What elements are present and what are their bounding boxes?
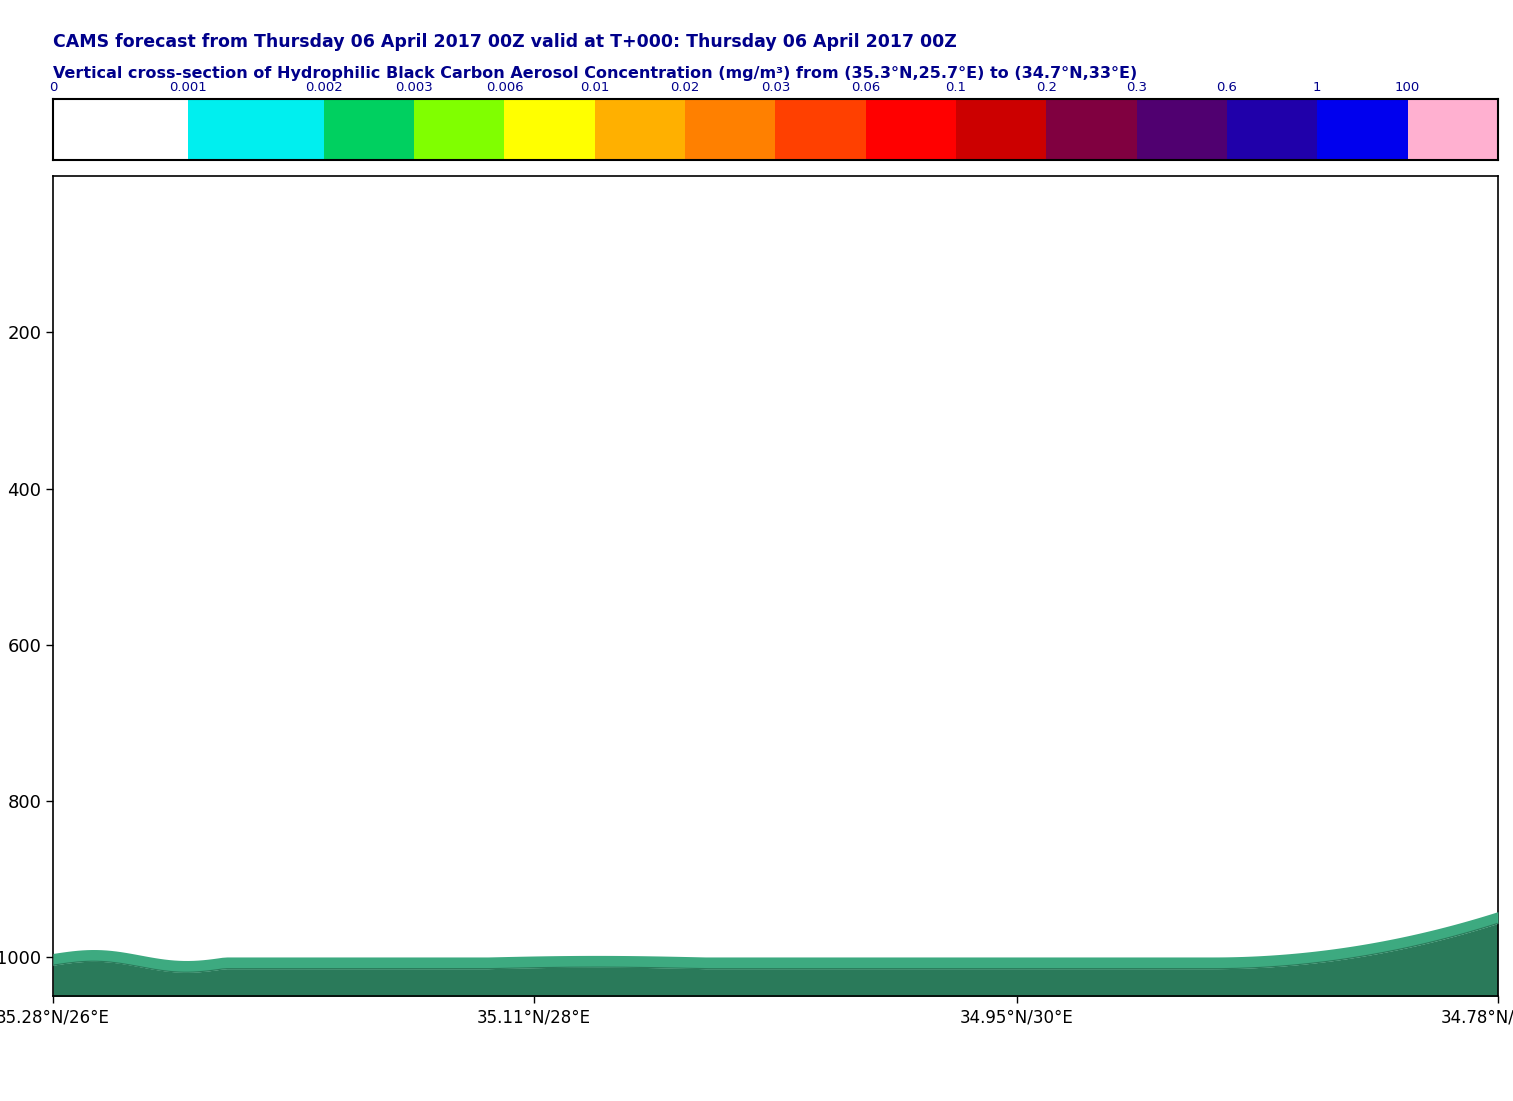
Bar: [956, 99, 1047, 160]
Text: 0.002: 0.002: [306, 81, 343, 95]
Bar: [1407, 99, 1498, 160]
Text: 0.02: 0.02: [670, 81, 701, 95]
Text: 0.3: 0.3: [1126, 81, 1147, 95]
Text: 1: 1: [1313, 81, 1321, 95]
Bar: [1047, 99, 1136, 160]
Text: 0.1: 0.1: [946, 81, 967, 95]
Text: 0.03: 0.03: [761, 81, 790, 95]
Text: 0.2: 0.2: [1036, 81, 1058, 95]
Bar: [685, 99, 775, 160]
Text: 0.003: 0.003: [395, 81, 433, 95]
Text: 0.001: 0.001: [169, 81, 207, 95]
Bar: [865, 99, 956, 160]
Bar: [1136, 99, 1227, 160]
Text: 0.01: 0.01: [579, 81, 610, 95]
Bar: [415, 99, 504, 160]
Text: 0.6: 0.6: [1216, 81, 1238, 95]
Text: 0: 0: [48, 81, 57, 95]
Bar: [1318, 99, 1407, 160]
Bar: [504, 99, 595, 160]
Text: CAMS forecast from Thursday 06 April 2017 00Z valid at T+000: Thursday 06 April : CAMS forecast from Thursday 06 April 201…: [53, 33, 956, 51]
Text: 0.06: 0.06: [852, 81, 881, 95]
Bar: [324, 99, 415, 160]
Bar: [189, 99, 324, 160]
Text: 0.006: 0.006: [486, 81, 523, 95]
Bar: [595, 99, 685, 160]
Bar: [53, 99, 189, 160]
Bar: [1227, 99, 1318, 160]
Text: Vertical cross-section of Hydrophilic Black Carbon Aerosol Concentration (mg/m³): Vertical cross-section of Hydrophilic Bl…: [53, 66, 1138, 81]
Bar: [775, 99, 865, 160]
Text: 100: 100: [1395, 81, 1421, 95]
